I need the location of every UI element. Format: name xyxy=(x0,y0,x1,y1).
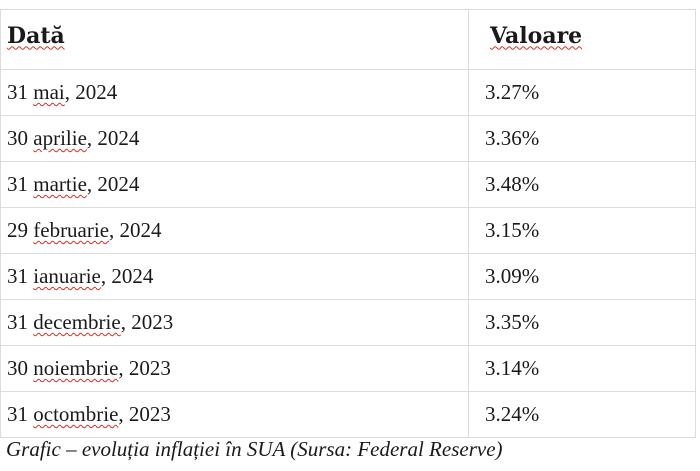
value-cell: 3.36% xyxy=(468,115,696,162)
date-year: , 2024 xyxy=(86,172,140,196)
date-year: , 2023 xyxy=(118,402,171,426)
date-cell: 31 decembrie, 2023 xyxy=(0,299,469,346)
header-value-label: Valoare xyxy=(490,22,583,49)
value-cell: 3.09% xyxy=(468,253,696,300)
table-row: 31 martie, 2024 3.48% xyxy=(0,161,696,208)
date-year: , 2023 xyxy=(118,356,171,380)
date-year: , 2023 xyxy=(120,310,174,334)
date-year: , 2024 xyxy=(100,264,154,288)
date-day: 31 xyxy=(7,402,28,426)
date-month: februarie xyxy=(33,218,110,242)
date-day: 31 xyxy=(7,264,28,288)
date-day: 30 xyxy=(7,126,28,150)
date-day: 31 xyxy=(7,80,28,104)
header-date: Dată xyxy=(0,9,469,70)
date-cell: 31 octombrie, 2023 xyxy=(0,391,469,438)
date-cell: 30 noiembrie, 2023 xyxy=(0,345,469,392)
value-cell: 3.27% xyxy=(468,69,696,116)
value-cell: 3.24% xyxy=(468,391,696,438)
date-month: decembrie xyxy=(33,310,121,334)
table-row: 29 februarie, 2024 3.15% xyxy=(0,207,696,254)
date-month: ianuarie xyxy=(33,264,101,288)
table-body: 31 mai, 2024 3.27% 30 aprilie, 2024 3.36… xyxy=(0,69,696,438)
date-month: martie xyxy=(33,172,87,196)
date-day: 30 xyxy=(7,356,28,380)
inflation-table: Dată Valoare 31 mai, 2024 3.27% 30 april… xyxy=(0,9,696,438)
value-cell: 3.48% xyxy=(468,161,696,208)
date-day: 31 xyxy=(7,172,28,196)
date-month: aprilie xyxy=(33,126,87,150)
header-value: Valoare xyxy=(468,9,696,70)
table-header-row: Dată Valoare xyxy=(0,9,696,70)
value-cell: 3.14% xyxy=(468,345,696,392)
header-date-label: Dată xyxy=(7,22,65,49)
date-year: , 2024 xyxy=(64,80,118,104)
table-row: 31 mai, 2024 3.27% xyxy=(0,69,696,116)
date-month: mai xyxy=(33,80,65,104)
date-day: 29 xyxy=(7,218,28,242)
table-row: 31 octombrie, 2023 3.24% xyxy=(0,391,696,438)
figure-caption: Grafic – evoluția inflației în SUA (Surs… xyxy=(6,437,503,461)
date-cell: 31 ianuarie, 2024 xyxy=(0,253,469,300)
date-cell: 31 mai, 2024 xyxy=(0,69,469,116)
date-cell: 30 aprilie, 2024 xyxy=(0,115,469,162)
date-year: , 2024 xyxy=(86,126,140,150)
table-row: 30 noiembrie, 2023 3.14% xyxy=(0,345,696,392)
table-row: 31 ianuarie, 2024 3.09% xyxy=(0,253,696,300)
value-cell: 3.35% xyxy=(468,299,696,346)
date-month: octombrie xyxy=(33,402,119,426)
date-month: noiembrie xyxy=(33,356,119,380)
table-row: 30 aprilie, 2024 3.36% xyxy=(0,115,696,162)
date-cell: 29 februarie, 2024 xyxy=(0,207,469,254)
date-cell: 31 martie, 2024 xyxy=(0,161,469,208)
date-year: , 2024 xyxy=(109,218,162,242)
value-cell: 3.15% xyxy=(468,207,696,254)
table-row: 31 decembrie, 2023 3.35% xyxy=(0,299,696,346)
date-day: 31 xyxy=(7,310,28,334)
